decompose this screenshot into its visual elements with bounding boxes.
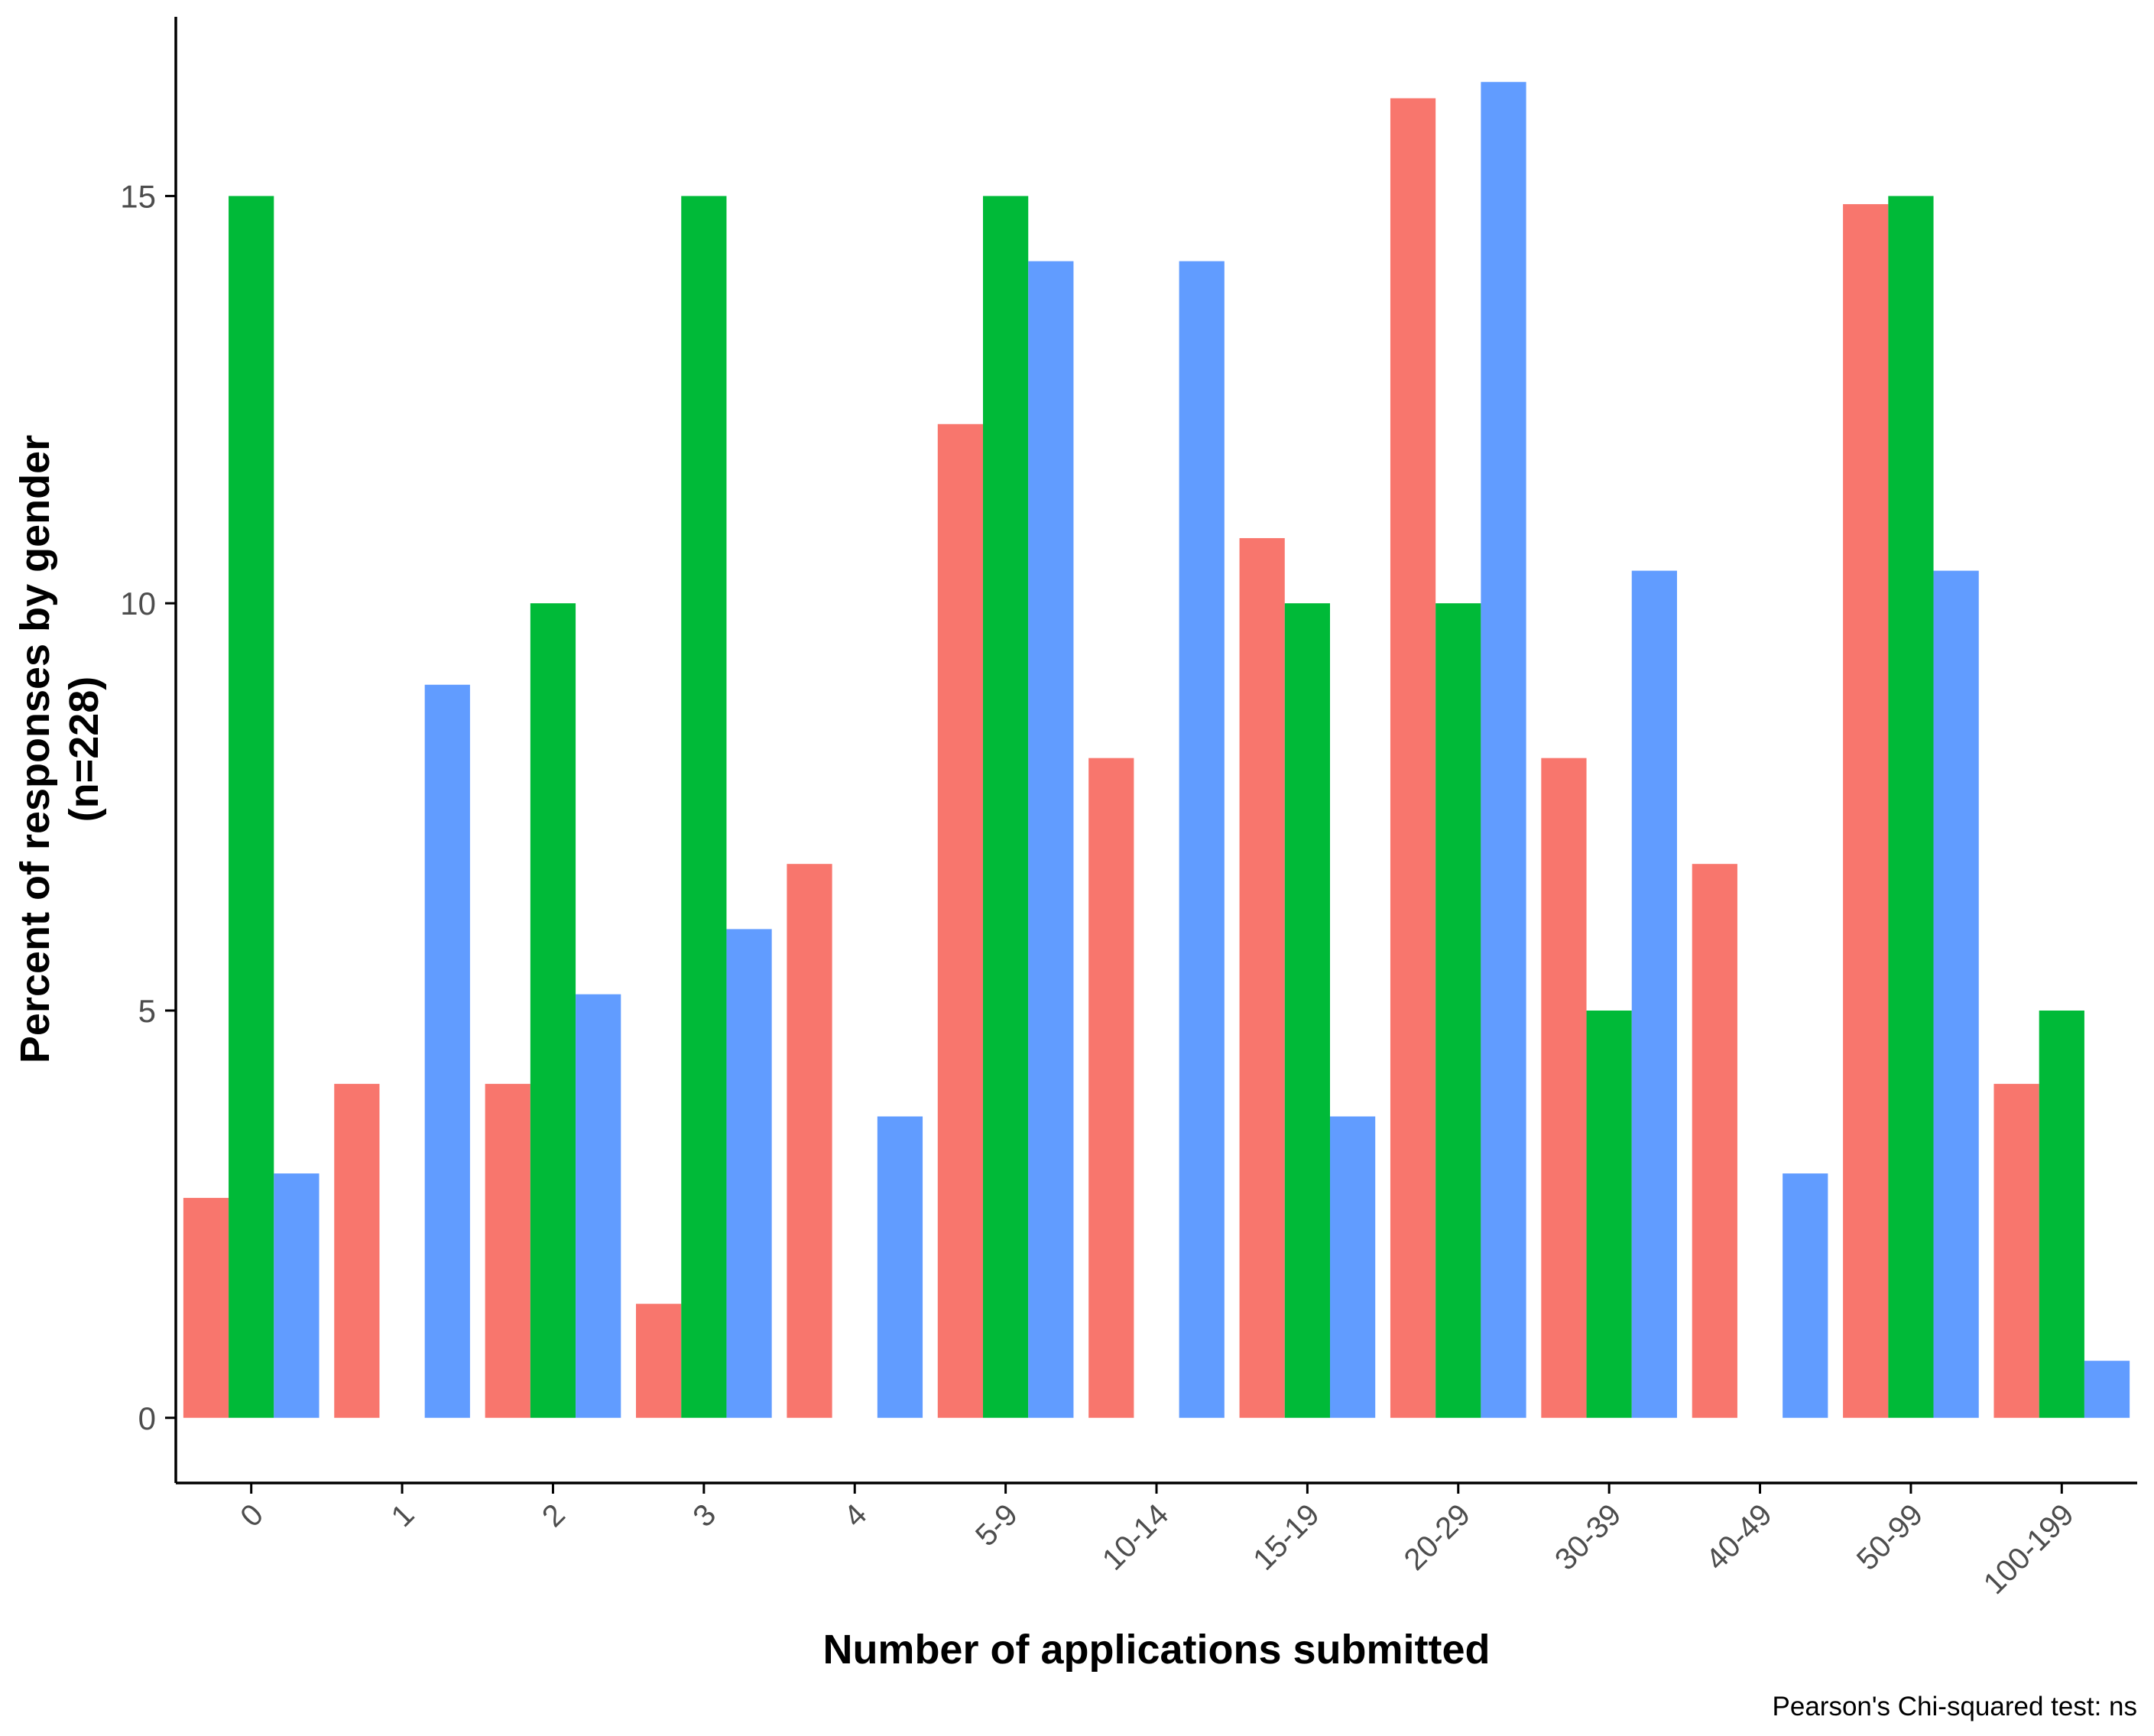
bar-5-9-series-1 (937, 423, 984, 1418)
bar-2-series-3 (576, 994, 621, 1418)
bar-4-series-3 (877, 1116, 923, 1418)
bar-20-29-series-2 (1435, 603, 1481, 1418)
bar-30-39-series-3 (1631, 570, 1677, 1418)
x-tick-label: 2 (536, 1498, 572, 1533)
bar-50-99-series-1 (1843, 204, 1889, 1418)
bar-15-19-series-3 (1329, 1116, 1376, 1418)
y-axis-ticks: 0 5 10 15 (120, 178, 176, 1436)
x-tick-label: 15-19 (1247, 1498, 1325, 1576)
bar-5-9-series-2 (983, 196, 1029, 1418)
bar-0-series-2 (229, 196, 274, 1418)
bar-20-29-series-3 (1481, 82, 1526, 1418)
chart-caption: Pearson's Chi-squared test: ns (1773, 1692, 2137, 1721)
bar-3-series-1 (636, 1303, 682, 1418)
bar-15-19-series-1 (1239, 537, 1285, 1418)
bar-50-99-series-2 (1888, 196, 1934, 1418)
bar-40-49-series-1 (1692, 864, 1737, 1418)
bar-4-series-1 (787, 864, 832, 1418)
bar-20-29-series-1 (1390, 98, 1436, 1418)
x-axis-title: Number of applications submitted (822, 1627, 1490, 1673)
bar-100-199-series-3 (2084, 1361, 2130, 1418)
bars-layer (183, 82, 2130, 1418)
bar-3-series-3 (726, 929, 772, 1418)
x-tick-label: 30-39 (1549, 1498, 1627, 1576)
bar-30-39-series-2 (1586, 1010, 1632, 1418)
x-tick-label: 4 (838, 1498, 874, 1533)
bar-100-199-series-1 (1993, 1083, 2039, 1418)
y-tick-label: 15 (120, 178, 156, 214)
bar-10-14-series-3 (1179, 261, 1225, 1418)
x-tick-label: 20-29 (1398, 1498, 1477, 1576)
bar-50-99-series-3 (1933, 570, 1979, 1418)
x-axis-ticks: 0 1 2 3 4 5-9 10-14 15-19 20-29 30-39 40-49 50-99 10… (234, 1483, 2081, 1601)
bar-0-series-3 (274, 1173, 320, 1418)
x-tick-label: 10-14 (1096, 1498, 1175, 1576)
x-tick-label: 1 (385, 1498, 421, 1533)
bar-1-series-1 (334, 1083, 380, 1418)
bar-30-39-series-1 (1541, 758, 1587, 1418)
y-axis-title: Percent of responses by gender (n=228) (12, 435, 107, 1063)
bar-2-series-2 (530, 603, 576, 1418)
y-tick-label: 10 (120, 586, 156, 621)
bar-0-series-1 (183, 1198, 229, 1418)
bar-5-9-series-3 (1028, 261, 1074, 1418)
bar-2-series-1 (485, 1083, 530, 1418)
bar-100-199-series-2 (2039, 1010, 2084, 1418)
x-tick-label: 100-199 (1977, 1498, 2081, 1601)
bar-10-14-series-1 (1088, 758, 1134, 1418)
bar-3-series-2 (681, 196, 727, 1418)
x-tick-label: 3 (686, 1498, 722, 1533)
bar-15-19-series-2 (1284, 603, 1330, 1418)
x-tick-label: 5-9 (969, 1498, 1024, 1553)
bar-1-series-3 (424, 684, 470, 1418)
y-axis-title-line-1: Percent of responses by gender (12, 435, 58, 1063)
y-axis-title-line-2: (n=228) (61, 677, 107, 823)
x-tick-label: 50-99 (1851, 1498, 1929, 1576)
y-tick-label: 0 (138, 1400, 156, 1436)
x-tick-label: 0 (234, 1498, 270, 1533)
bar-40-49-series-3 (1783, 1173, 1828, 1418)
y-tick-label: 5 (138, 993, 156, 1029)
x-tick-label: 40-49 (1699, 1498, 1778, 1576)
